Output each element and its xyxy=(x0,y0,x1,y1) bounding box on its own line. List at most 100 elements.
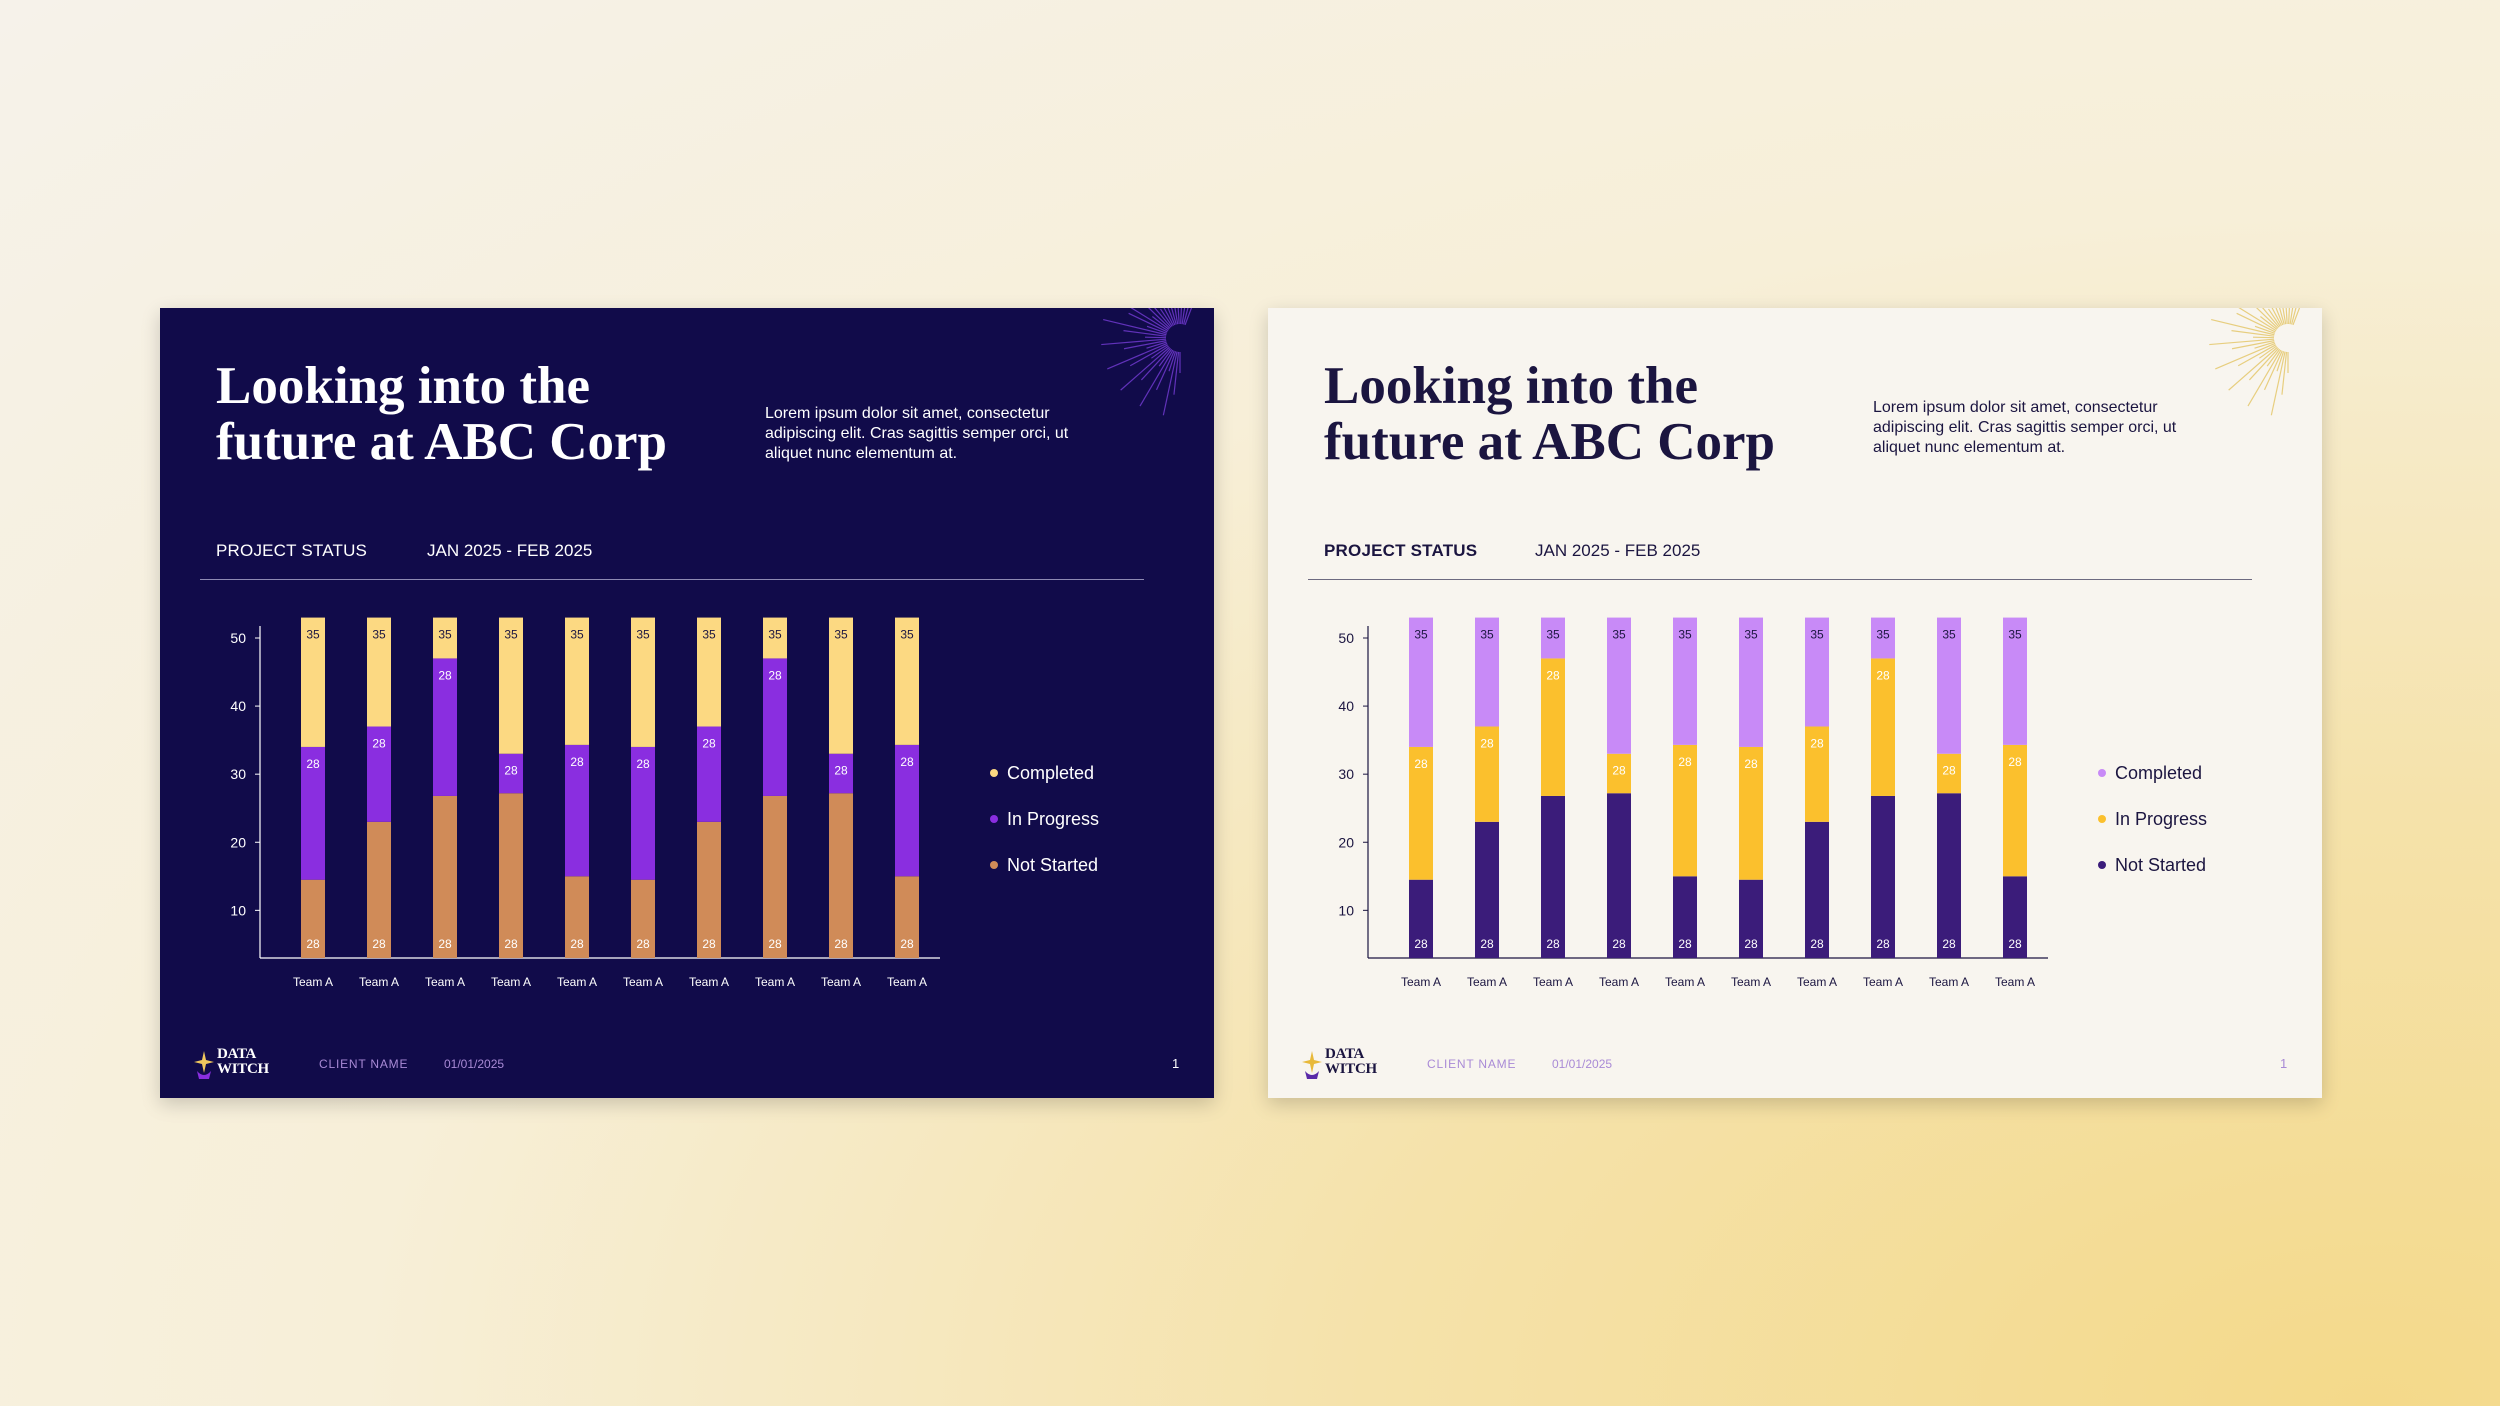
bar-segment-in-progress xyxy=(367,726,391,822)
y-tick-label: 20 xyxy=(230,834,246,850)
bar-segment-completed xyxy=(631,617,655,747)
data-label: 28 xyxy=(372,737,386,751)
starburst-ray xyxy=(2288,308,2290,325)
data-label: 28 xyxy=(768,668,782,682)
y-tick-label: 30 xyxy=(1338,766,1354,782)
y-tick-label: 40 xyxy=(230,698,246,714)
starburst-ray xyxy=(1140,347,1171,381)
x-tick-label: Team A xyxy=(623,975,663,989)
data-label: 28 xyxy=(702,937,716,951)
legend-dot-in-progress xyxy=(990,815,998,823)
bar-segment-completed xyxy=(697,617,721,727)
bar-segment-completed xyxy=(1607,617,1631,754)
data-label: 28 xyxy=(504,764,518,778)
data-witch-logo: DATA WITCH xyxy=(192,1047,288,1085)
data-label: 28 xyxy=(1612,937,1626,951)
legend-dot-completed xyxy=(990,769,998,777)
bar-segment-in-progress xyxy=(829,753,853,794)
page-number: 1 xyxy=(1172,1056,1180,1071)
client-name: CLIENT NAME xyxy=(1427,1057,1517,1071)
data-label: 28 xyxy=(834,764,848,778)
bar-segment-completed xyxy=(301,617,325,747)
starburst-ray xyxy=(1151,345,1169,359)
data-label: 28 xyxy=(636,757,650,771)
bar-segment-not-started xyxy=(829,793,853,958)
x-tick-label: Team A xyxy=(1797,975,1837,989)
bar-segment-in-progress xyxy=(1739,746,1763,880)
bar-segment-completed xyxy=(895,617,919,745)
starburst-ray xyxy=(2276,351,2285,372)
bar-segment-not-started xyxy=(433,795,457,958)
y-tick-label: 30 xyxy=(230,766,246,782)
starburst-ray xyxy=(1159,308,1173,327)
legend-item-completed: Completed xyxy=(990,750,1099,796)
data-label: 35 xyxy=(1678,628,1692,642)
bar-segment-in-progress xyxy=(1871,658,1895,796)
starburst-ray xyxy=(1151,316,1170,330)
bar-segment-completed xyxy=(1871,617,1895,659)
bar-segment-in-progress xyxy=(301,746,325,880)
data-witch-logo: DATA WITCH xyxy=(1300,1047,1396,1085)
data-label: 28 xyxy=(900,937,914,951)
bar-segment-completed xyxy=(763,617,787,659)
data-label: 28 xyxy=(1612,764,1626,778)
chart-legend: Completed In Progress Not Started xyxy=(990,750,1099,888)
data-label: 28 xyxy=(306,757,320,771)
bar-segment-completed xyxy=(433,617,457,659)
data-label: 35 xyxy=(768,628,782,642)
starburst-ray xyxy=(2285,308,2288,325)
data-label: 35 xyxy=(570,628,584,642)
client-name: CLIENT NAME xyxy=(319,1057,409,1071)
x-tick-label: Team A xyxy=(557,975,597,989)
bar-segment-not-started xyxy=(2003,876,2027,958)
legend-dot-not-started xyxy=(990,861,998,869)
bar-segment-not-started xyxy=(763,795,787,958)
x-tick-label: Team A xyxy=(491,975,531,989)
starburst-ray xyxy=(1163,308,1175,326)
data-label: 28 xyxy=(2008,937,2022,951)
bar-segment-in-progress xyxy=(1937,753,1961,794)
starburst-ray xyxy=(2289,308,2294,325)
starburst-ray xyxy=(1101,338,1167,346)
legend-item-not-started: Not Started xyxy=(990,842,1099,888)
bar-segment-not-started xyxy=(631,879,655,958)
data-label: 28 xyxy=(1744,937,1758,951)
starburst-ray xyxy=(1107,342,1168,370)
starburst-ray xyxy=(2236,312,2276,333)
x-tick-label: Team A xyxy=(1863,975,1903,989)
starburst-ray xyxy=(2254,341,2275,349)
x-tick-label: Team A xyxy=(821,975,861,989)
starburst-ray xyxy=(2291,308,2297,325)
data-label: 35 xyxy=(1942,628,1956,642)
legend-dot-not-started xyxy=(2098,861,2106,869)
bar-segment-not-started xyxy=(1475,821,1499,958)
chart-legend: Completed In Progress Not Started xyxy=(2098,750,2207,888)
legend-label: In Progress xyxy=(1007,808,1100,829)
starburst-ray xyxy=(1158,348,1173,367)
bar-segment-completed xyxy=(1739,617,1763,747)
data-label: 35 xyxy=(372,628,386,642)
bar-segment-not-started xyxy=(895,876,919,958)
starburst-ray xyxy=(2247,349,2282,407)
data-label: 35 xyxy=(834,628,848,642)
data-label: 28 xyxy=(1480,737,1494,751)
data-label: 28 xyxy=(1546,937,1560,951)
data-label: 28 xyxy=(570,937,584,951)
bar-segment-completed xyxy=(1541,617,1565,659)
data-label: 28 xyxy=(2008,755,2022,769)
project-status-label: PROJECT STATUS xyxy=(216,541,368,560)
data-label: 28 xyxy=(636,937,650,951)
starburst-ray xyxy=(2238,308,2277,332)
starburst-ray xyxy=(1130,308,1169,332)
slide-description: Lorem ipsum dolor sit amet, consectetur … xyxy=(765,405,1069,462)
legend-dot-completed xyxy=(2098,769,2106,777)
bar-segment-completed xyxy=(565,617,589,745)
slide-title: Looking into the future at ABC Corp xyxy=(1324,357,1775,471)
divider xyxy=(1308,579,2252,580)
starburst-ray xyxy=(1120,346,1170,391)
data-label: 28 xyxy=(438,668,452,682)
data-label: 35 xyxy=(1480,628,1494,642)
data-label: 28 xyxy=(438,937,452,951)
y-tick-label: 40 xyxy=(1338,698,1354,714)
x-tick-label: Team A xyxy=(1599,975,1639,989)
